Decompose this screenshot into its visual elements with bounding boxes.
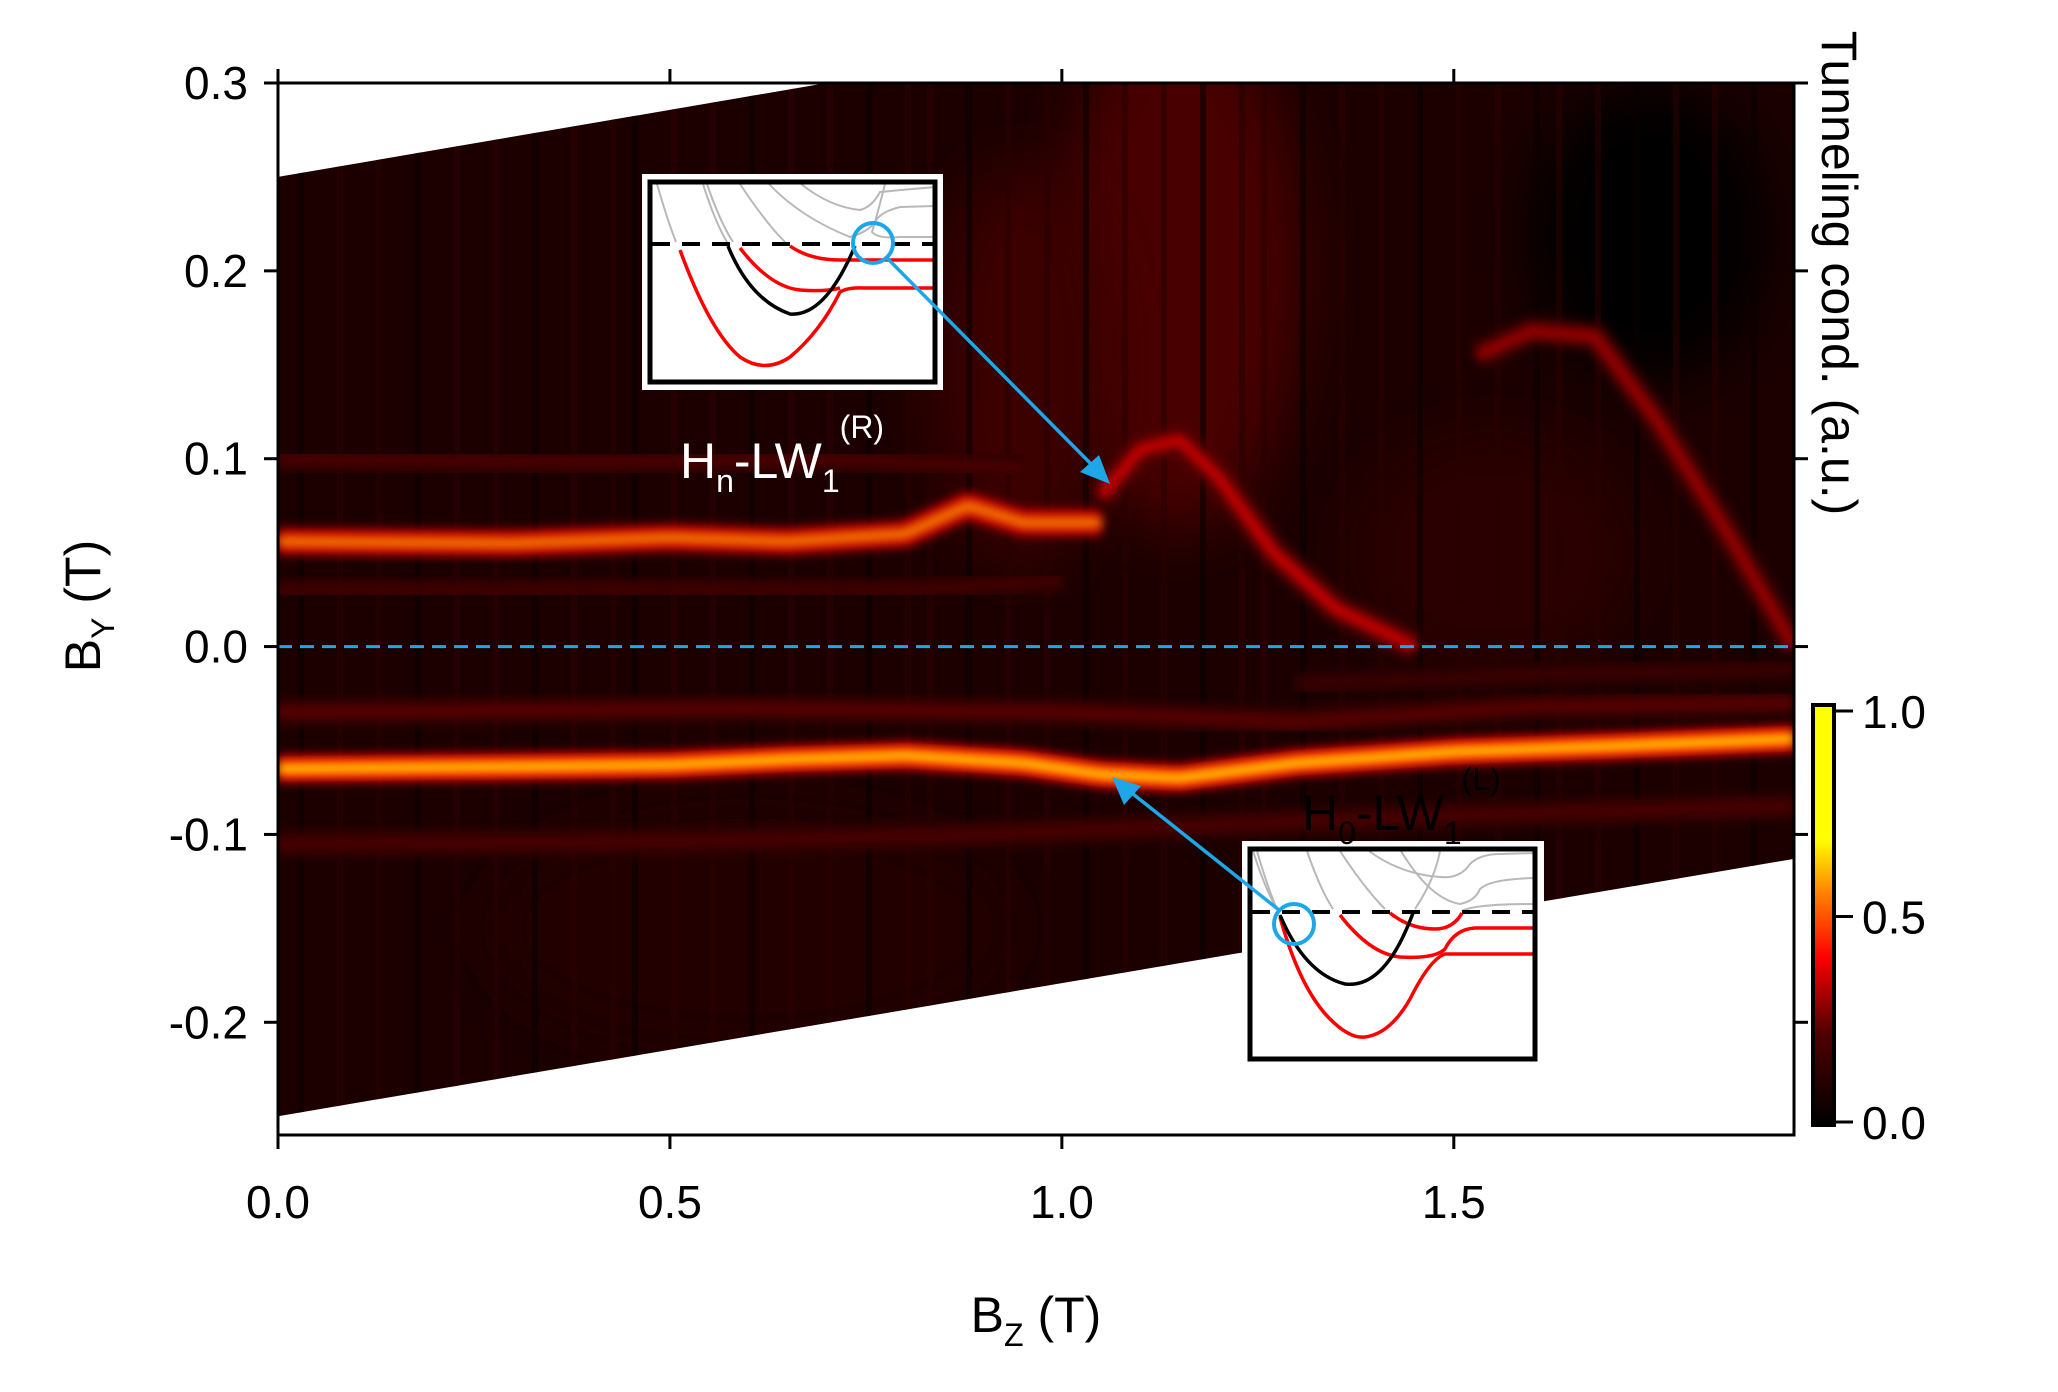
heatmap-streak	[610, 83, 616, 1117]
feature-line-faint-5	[1296, 665, 1794, 689]
heatmap-streak	[1534, 83, 1540, 1117]
heatmap-streak	[1378, 83, 1384, 1117]
heatmap-streak	[1495, 83, 1501, 1117]
heatmap-haze	[1529, 83, 1770, 384]
highlight-circle-l	[1272, 902, 1316, 946]
plot-frame	[276, 81, 1796, 1137]
heatmap-streak	[1044, 83, 1050, 1117]
heatmap-streak	[632, 83, 638, 1117]
feature-line-Hn-branch	[1098, 435, 1417, 651]
feature-line-faint-1	[278, 454, 1023, 473]
y-tick-label: -0.1	[169, 808, 248, 860]
heatmap-streak	[1712, 83, 1718, 1117]
label-hn-lw1-r: Hn-LW1(R)	[680, 409, 884, 499]
heatmap-streak	[1005, 83, 1011, 1117]
colorbar-ticks: 1.0 0.5 0.0	[1834, 686, 1926, 1149]
heatmap-streak	[1122, 83, 1128, 1117]
heatmap-streak	[1556, 83, 1562, 1117]
heatmap-streak	[1751, 83, 1757, 1117]
heatmap-streak	[1300, 83, 1306, 1117]
y-tick-label: -0.2	[169, 996, 248, 1048]
heatmap-streak	[1417, 83, 1423, 1117]
axis-ticks: 0.0 0.5 1.0 1.5 0.3 0.2 0.1 0.0 -0.1 -0.2	[169, 57, 1808, 1228]
arrow-l	[1126, 788, 1281, 912]
colorbar	[1811, 703, 1836, 1127]
heatmap-streak	[298, 83, 304, 1117]
heatmap-streak	[337, 83, 343, 1117]
heatmap	[278, 83, 1794, 1117]
y-tick-label: 0.0	[184, 621, 248, 673]
heatmap-streak	[376, 83, 382, 1117]
heatmap-streak	[1595, 83, 1601, 1117]
heatmap-streak	[1161, 83, 1167, 1117]
y-tick-label: 0.3	[184, 57, 248, 109]
heatmap-streak	[415, 83, 421, 1117]
annotation-arrows	[851, 221, 1316, 946]
x-tick-label: 0.5	[638, 1176, 702, 1228]
x-tick-label: 1.0	[1030, 1176, 1094, 1228]
heatmap-streak	[493, 83, 499, 1117]
highlight-circle-r	[851, 221, 895, 265]
feature-line-faint-4	[278, 802, 1794, 848]
x-axis-label: BZ (T)	[971, 1287, 1102, 1353]
heatmap-haze	[488, 808, 1009, 1049]
heatmap-streak	[1634, 83, 1640, 1117]
colorbar-tick-label: 0.0	[1862, 1097, 1926, 1149]
heatmap-streak	[1200, 83, 1206, 1117]
colorbar-label: Tunneling cond. (a.u.)	[1811, 31, 1867, 516]
feature-line-faint-2	[278, 576, 1063, 595]
colorbar-tick-label: 1.0	[1862, 686, 1926, 738]
arrow-r-head	[1080, 455, 1110, 484]
y-tick-label: 0.2	[184, 245, 248, 297]
feature-line-upper-right-branch	[1475, 327, 1794, 649]
arrow-r	[885, 256, 1097, 470]
inset-band-diagram-l	[1242, 841, 1544, 1066]
heatmap-streak	[1673, 83, 1679, 1117]
heatmap-streak	[1083, 83, 1089, 1117]
x-tick-label: 0.0	[246, 1176, 310, 1228]
heatmap-streak	[1261, 83, 1267, 1117]
label-h0-lw1-l: H0-LW1(L)	[1302, 761, 1501, 851]
y-tick-label: 0.1	[184, 433, 248, 485]
heatmap-streak	[454, 83, 460, 1117]
x-tick-label: 1.5	[1422, 1176, 1486, 1228]
heatmap-streak	[1456, 83, 1462, 1117]
colorbar-tick-label: 0.5	[1862, 892, 1926, 944]
feature-line-faint-3	[278, 698, 1794, 726]
heatmap-streak	[966, 83, 972, 1117]
inset-band-diagram-r	[642, 174, 943, 390]
y-axis-label: BY (T)	[55, 540, 121, 672]
heatmap-streak	[532, 83, 538, 1117]
heatmap-streak	[571, 83, 577, 1117]
feature-line-Hn-LW1-R-main	[278, 501, 1102, 548]
heatmap-streak	[1239, 83, 1245, 1117]
arrow-l-head	[1112, 777, 1141, 805]
feature-line-H0-LW1-L-main	[278, 734, 1794, 783]
